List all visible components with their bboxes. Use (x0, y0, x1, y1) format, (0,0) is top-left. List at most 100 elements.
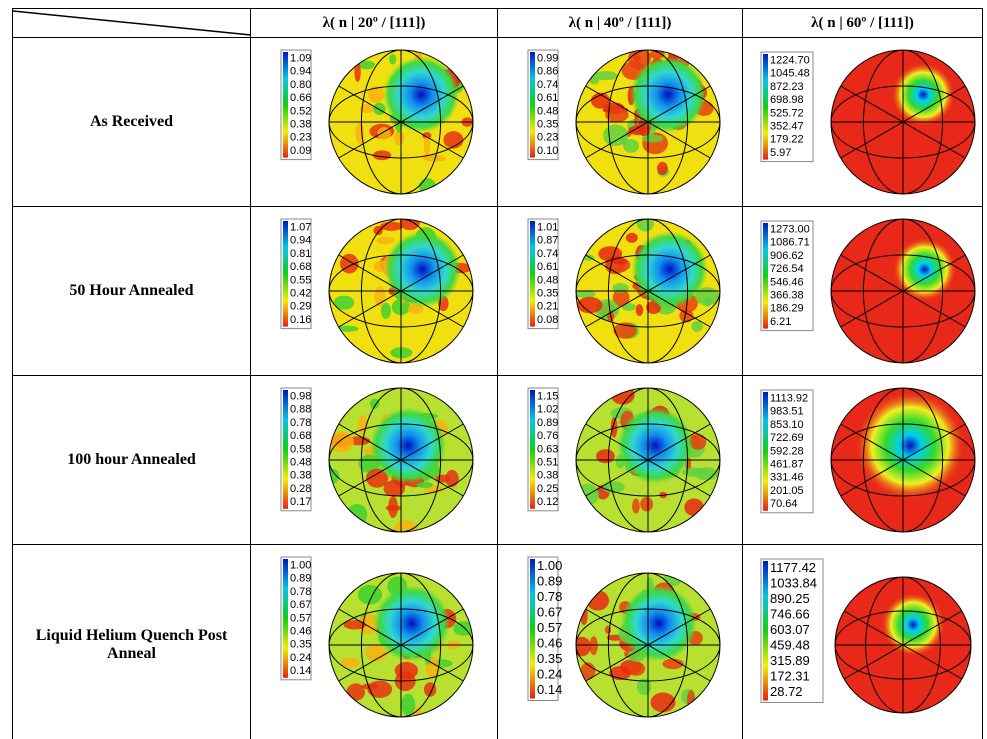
pole-spot (617, 407, 694, 484)
legend-label: 1.15 (537, 391, 558, 403)
legend-label: 1045.48 (770, 68, 810, 80)
texture-patch (423, 135, 430, 157)
legend-label: 1224.70 (770, 55, 810, 67)
legend-colorbar (283, 390, 288, 509)
texture-patch (376, 236, 395, 245)
texture-patch (393, 520, 419, 532)
legend-label: 0.23 (537, 132, 558, 144)
legend-label: 525.72 (770, 107, 804, 119)
pole-figure (576, 219, 720, 363)
net-line (576, 608, 720, 682)
texture-patch (636, 219, 655, 232)
legend-label: 1113.92 (770, 393, 808, 405)
texture-patch (612, 258, 628, 265)
legend-label: 0.46 (290, 626, 311, 638)
legend-label: 0.98 (290, 391, 311, 403)
legend-label: 0.76 (537, 430, 558, 442)
legend-label: 1.09 (290, 53, 311, 65)
texture-patch (576, 290, 596, 299)
legend-label: 461.87 (770, 459, 804, 471)
legend-label: 1033.84 (770, 576, 817, 591)
legend-label: 726.54 (770, 263, 804, 275)
texture-patch (343, 620, 367, 630)
pole-figure (831, 219, 975, 363)
texture-patch (625, 232, 638, 243)
legend-label: 0.17 (290, 496, 311, 508)
texture-patch (401, 693, 416, 716)
table-row: 100 hour Annealed 0.98 0.88 0.78 0.68 0.58 0.4… (12, 375, 983, 545)
figure-cell: 1.15 1.02 0.89 0.76 0.63 0.51 0.38 0.25 0.12 (497, 375, 743, 545)
legend-label: 459.48 (770, 638, 810, 653)
texture-patch (443, 131, 464, 149)
pole-outline (830, 387, 976, 533)
texture-patch (621, 303, 636, 312)
net-line (360, 219, 442, 363)
table-row: As Received 1.09 0.94 0.80 0.66 0.52 0.38 0.23 0… (12, 37, 983, 207)
pole-outline (575, 387, 721, 533)
texture-patch (340, 657, 360, 668)
diagonal (13, 10, 251, 36)
texture-patch (365, 644, 387, 662)
texture-patch (628, 125, 647, 136)
texture-patch (596, 449, 615, 464)
legend-label: 983.51 (770, 406, 804, 418)
legend-label: 0.89 (290, 573, 311, 585)
pole-spot (855, 390, 966, 501)
texture-patch (354, 61, 361, 82)
table-body: As Received 1.09 0.94 0.80 0.66 0.52 0.38 0.23 0… (12, 37, 983, 739)
pole-figure-panel: 1.070.940.810.680.55 0.420.290.16 (280, 218, 474, 364)
pole-outline (834, 576, 972, 714)
texture-patch (632, 498, 640, 514)
legend-label: 0.12 (537, 496, 558, 508)
net-line (338, 85, 464, 159)
texture-patch (359, 103, 375, 113)
texture-patch (329, 468, 340, 484)
legend-label: 0.74 (537, 248, 558, 260)
legend-colorbar (530, 559, 535, 699)
net-line (329, 254, 473, 328)
pole-outline (328, 218, 474, 364)
pole-figure-panel: 1.000.890.780.670.570.460.350.240.14 (527, 556, 721, 718)
texture-patch (695, 287, 720, 306)
pole-figure (329, 573, 473, 717)
legend-label: 70.64 (770, 498, 798, 510)
texture-patch (373, 225, 383, 236)
texture-patch (380, 302, 391, 319)
texture-patch (604, 625, 612, 634)
legend-label: 0.38 (290, 119, 311, 131)
legend-label: 0.87 (537, 235, 558, 247)
legend-label: 172.31 (770, 669, 810, 684)
texture-patch (640, 497, 654, 512)
legend-label: 0.38 (537, 470, 558, 482)
legend-label: 0.89 (537, 417, 558, 429)
texture-patch (416, 481, 433, 489)
texture-patch (686, 690, 696, 709)
net-line (835, 610, 971, 680)
pole-outline (830, 49, 976, 195)
texture-patch (684, 498, 704, 517)
net-line (338, 254, 464, 328)
figure-cell: 1224.70 1045.48 872.23 698.98 525.72 352.47 17… (742, 37, 983, 207)
net-line (607, 219, 689, 363)
legend-label: 0.38 (290, 470, 311, 482)
texture-patch (399, 219, 420, 231)
figure-cell: 0.98 0.88 0.78 0.68 0.58 0.48 0.38 0.28 0.17 (250, 375, 498, 545)
texture-patch (368, 85, 385, 103)
texture-patch (580, 605, 588, 626)
texture-patch (358, 60, 375, 70)
legend-label: 592.28 (770, 445, 804, 457)
legend-label: 0.67 (290, 599, 311, 611)
texture-patch (388, 496, 398, 518)
legend-label: 1.00 (290, 560, 311, 572)
figure-cell: 1113.92 983.51 853.10 722.69 592.28 461.87 331… (742, 375, 983, 545)
pole-spot (384, 231, 461, 308)
figure-cell: 1.09 0.94 0.80 0.66 0.52 0.38 0.23 0.09 (250, 37, 498, 207)
legend-label: 0.78 (290, 417, 311, 429)
net-line (585, 85, 711, 159)
net-line (329, 423, 473, 497)
pole-outline (328, 49, 474, 195)
net-line (576, 85, 720, 159)
pole-figure-panel: 1.151.020.890.760.63 0.510.380.250.12 (527, 387, 721, 533)
